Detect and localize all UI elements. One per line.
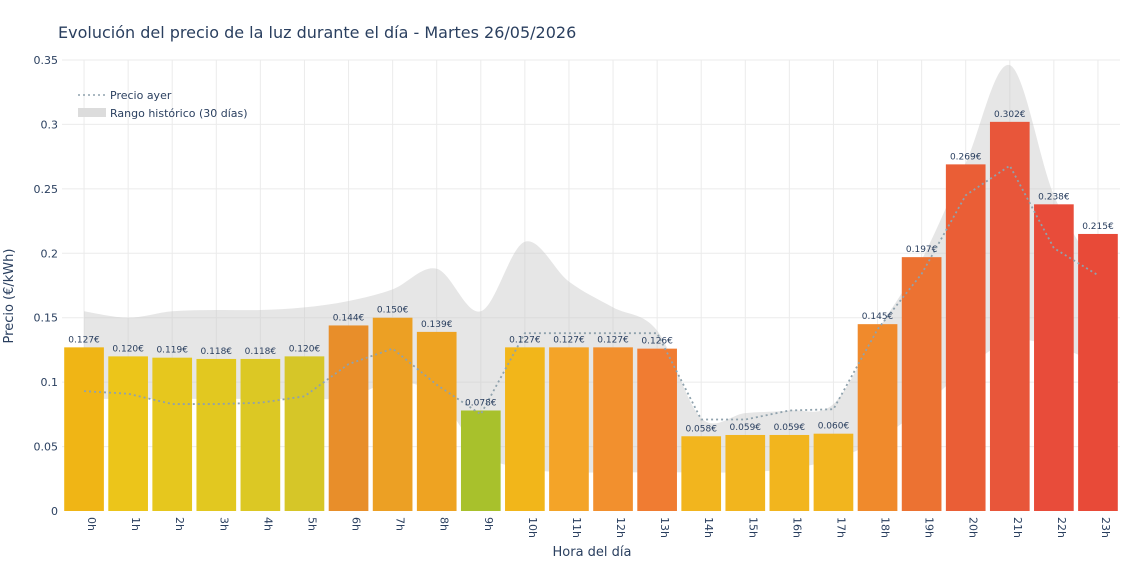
- legend: Precio ayer Rango histórico (30 días): [78, 89, 248, 120]
- bar-23h: [1078, 233, 1118, 511]
- bar-value-label: 0.119€: [156, 346, 188, 356]
- bar-17h: [813, 433, 854, 511]
- bar-value-label: 0.127€: [68, 335, 100, 345]
- bar-value-label: 0.150€: [377, 306, 409, 316]
- bar-value-label: 0.118€: [245, 347, 277, 357]
- bar-value-label: 0.144€: [333, 313, 365, 323]
- bar-value-label: 0.060€: [818, 422, 850, 432]
- bar-15h: [725, 434, 766, 511]
- bar-3h: [196, 358, 237, 511]
- bar-value-labels: 0.127€ 0.120€ 0.119€ 0.118€ 0.118€ 0.120€ 0.14…: [68, 110, 1114, 434]
- bar-value-label: 0.197€: [906, 245, 938, 255]
- bar-value-label: 0.118€: [201, 347, 233, 357]
- y-tick-label: 0.25: [34, 183, 59, 196]
- x-tick-label: 12h: [614, 517, 627, 538]
- bar-value-label: 0.215€: [1082, 222, 1114, 232]
- x-tick-label: 3h: [217, 517, 230, 531]
- x-tick-label: 16h: [790, 517, 803, 538]
- bar-value-label: 0.302€: [994, 110, 1026, 120]
- y-tick-label: 0: [51, 505, 58, 518]
- y-tick-label: 0.2: [41, 247, 59, 260]
- bar-9h: [460, 410, 501, 511]
- bar-16h: [769, 434, 810, 511]
- bar-value-label: 0.269€: [950, 152, 982, 162]
- x-tick-label: 20h: [967, 517, 980, 538]
- bar-1h: [108, 356, 148, 511]
- y-tick-label: 0.05: [34, 441, 59, 454]
- bar-5h: [284, 356, 325, 511]
- x-tick-label: 4h: [261, 517, 274, 531]
- yesterday-price-line: [83, 164, 1099, 421]
- chart-title: Evolución del precio de la luz durante e…: [58, 23, 576, 42]
- x-tick-label: 11h: [570, 517, 583, 538]
- x-tick-label: 0h: [85, 517, 98, 531]
- x-axis: 0h 1h 2h 3h 4h 5h 6h 7h 8h 9h 10h 11h 12h 13h 14h 15h 16…: [85, 517, 1112, 538]
- y-axis-title: Precio (€/kWh): [2, 249, 17, 344]
- x-tick-label: 21h: [1011, 517, 1024, 538]
- x-tick-label: 7h: [394, 517, 407, 531]
- bar-4h: [240, 358, 281, 511]
- bar-14h: [681, 436, 722, 511]
- x-tick-label: 6h: [350, 517, 363, 531]
- bar-value-label: 0.126€: [641, 337, 673, 347]
- y-tick-label: 0.3: [41, 118, 59, 131]
- yesterday-price-path: [83, 164, 1099, 421]
- bar-value-label: 0.078€: [465, 398, 497, 408]
- x-tick-label: 23h: [1099, 517, 1112, 538]
- bar-12h: [593, 347, 633, 511]
- bar-2h: [152, 357, 193, 511]
- x-tick-label: 8h: [438, 517, 451, 531]
- bar-11h: [549, 347, 589, 511]
- bar-value-label: 0.127€: [553, 335, 585, 345]
- bar-value-label: 0.058€: [685, 424, 717, 434]
- bar-0h: [64, 347, 104, 511]
- x-tick-label: 1h: [129, 517, 142, 531]
- x-tick-label: 2h: [173, 517, 186, 531]
- bar-8h: [416, 331, 457, 511]
- bar-19h: [901, 257, 942, 511]
- bar-value-label: 0.120€: [289, 344, 321, 354]
- bar-20h: [945, 164, 986, 512]
- bar-value-label: 0.059€: [730, 423, 762, 433]
- bar-value-label: 0.145€: [862, 312, 894, 322]
- bar-6h: [328, 325, 369, 511]
- bar-value-label: 0.120€: [112, 344, 144, 354]
- legend-item-historical-range: Rango histórico (30 días): [110, 107, 248, 120]
- bar-value-label: 0.139€: [421, 320, 453, 330]
- bar-value-label: 0.238€: [1038, 192, 1070, 202]
- x-tick-label: 14h: [702, 517, 715, 538]
- y-tick-label: 0.1: [41, 376, 59, 389]
- x-tick-label: 17h: [834, 517, 847, 538]
- x-axis-title: Hora del día: [553, 545, 632, 560]
- y-tick-label: 0.15: [34, 312, 59, 325]
- bar-value-label: 0.127€: [597, 335, 629, 345]
- y-tick-label: 0.35: [34, 54, 59, 67]
- bar-18h: [857, 324, 898, 511]
- x-tick-label: 19h: [923, 517, 936, 538]
- x-tick-label: 5h: [305, 517, 318, 531]
- bar-value-label: 0.059€: [774, 423, 806, 433]
- bar-21h: [989, 121, 1030, 511]
- bar-7h: [372, 317, 413, 511]
- bar-22h: [1034, 204, 1074, 511]
- x-tick-label: 15h: [746, 517, 759, 538]
- bar-13h: [637, 348, 677, 511]
- x-tick-label: 13h: [658, 517, 671, 538]
- bar-value-label: 0.127€: [509, 335, 541, 345]
- price-bars: [64, 121, 1118, 512]
- legend-item-yesterday: Precio ayer: [110, 89, 172, 102]
- x-tick-label: 10h: [526, 517, 539, 538]
- x-tick-label: 22h: [1055, 517, 1068, 538]
- x-tick-label: 18h: [879, 517, 892, 538]
- x-tick-label: 9h: [482, 517, 495, 531]
- y-axis: 0 0.05 0.1 0.15 0.2 0.25 0.3 0.35: [34, 54, 59, 518]
- legend-band-swatch: [78, 108, 106, 117]
- bar-10h: [505, 347, 545, 511]
